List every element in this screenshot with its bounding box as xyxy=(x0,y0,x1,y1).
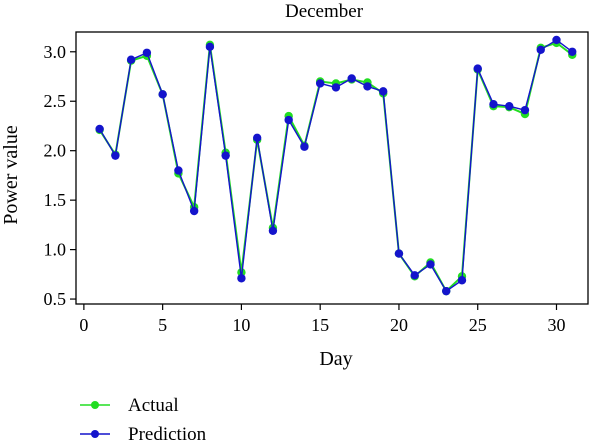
data-point-prediction xyxy=(174,166,183,175)
x-tick-label: 10 xyxy=(232,315,250,335)
legend-item-actual: Actual xyxy=(80,395,179,416)
legend-item-prediction: Prediction xyxy=(80,424,207,442)
data-point-prediction xyxy=(363,82,372,91)
data-point-prediction xyxy=(142,48,152,57)
x-tick-label: 5 xyxy=(158,315,167,335)
series-line-prediction xyxy=(99,39,573,292)
data-point-prediction xyxy=(379,87,388,96)
data-point-prediction xyxy=(505,101,514,111)
data-point-prediction xyxy=(520,105,530,115)
legend-marker-prediction xyxy=(91,430,99,438)
data-point-prediction xyxy=(473,64,482,73)
chart-title: December xyxy=(285,1,364,22)
data-point-prediction xyxy=(111,151,120,160)
x-tick-label: 0 xyxy=(79,315,88,335)
data-point-prediction xyxy=(268,226,278,236)
x-tick-label: 15 xyxy=(311,315,329,335)
plot-area-frame xyxy=(75,31,589,305)
data-point-prediction xyxy=(284,115,293,125)
x-tick-label: 25 xyxy=(469,315,487,335)
data-point-prediction xyxy=(442,286,451,296)
data-point-prediction xyxy=(536,45,545,54)
y-tick-label: 3.0 xyxy=(44,42,67,62)
legend-label-prediction: Prediction xyxy=(128,424,207,442)
legend-label-actual: Actual xyxy=(128,395,179,416)
series-prediction xyxy=(95,35,577,296)
data-point-prediction xyxy=(189,206,199,216)
series-layer xyxy=(95,35,577,296)
data-point-prediction xyxy=(158,90,167,99)
y-tick-label: 2.5 xyxy=(44,91,67,111)
data-point-prediction xyxy=(315,79,325,88)
data-point-prediction xyxy=(552,35,561,45)
data-point-prediction xyxy=(237,274,246,283)
y-tick-label: 1.5 xyxy=(44,190,67,210)
data-point-prediction xyxy=(410,271,419,280)
y-axis-label: Power value xyxy=(0,125,22,225)
data-point-prediction xyxy=(95,124,104,134)
y-tick-label: 0.5 xyxy=(44,289,67,309)
data-point-prediction xyxy=(252,133,262,143)
y-tick-label: 2.0 xyxy=(44,141,67,161)
legend-marker-actual xyxy=(91,401,99,409)
data-point-prediction xyxy=(394,249,404,258)
axis-ticks: 0 5 10 15 20 25 30 0.5 1.0 1.5 2.0 2.5 3.0 xyxy=(44,42,566,335)
data-point-prediction xyxy=(489,100,498,109)
data-point-prediction xyxy=(126,55,136,64)
x-tick-label: 30 xyxy=(547,315,565,335)
series-actual xyxy=(95,38,577,296)
data-point-prediction xyxy=(347,74,356,83)
data-point-prediction xyxy=(300,142,309,151)
data-point-prediction xyxy=(426,260,435,269)
data-point-prediction xyxy=(457,276,467,285)
data-point-prediction xyxy=(221,151,230,160)
data-point-prediction xyxy=(568,47,577,56)
y-tick-label: 1.0 xyxy=(44,240,67,260)
data-point-prediction xyxy=(205,42,215,52)
x-tick-label: 20 xyxy=(390,315,408,335)
legend: Actual Prediction xyxy=(80,395,207,442)
data-point-prediction xyxy=(331,83,341,92)
x-axis-label: Day xyxy=(319,348,352,370)
